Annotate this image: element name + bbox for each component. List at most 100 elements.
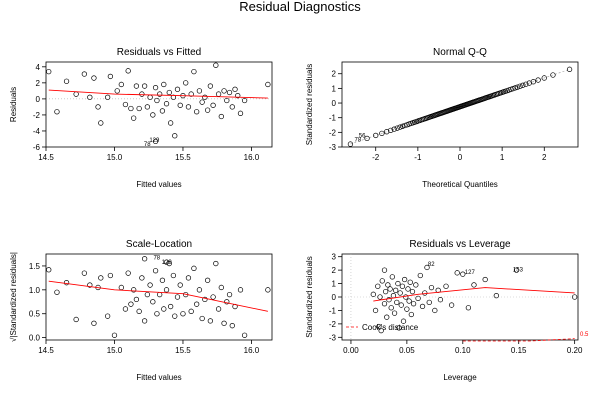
rvl-point <box>454 270 460 276</box>
rvl-point <box>432 307 438 314</box>
rvl-x-tick-label: 0.10 <box>455 346 471 355</box>
rvl-point-label: 82 <box>428 262 435 268</box>
rvl-point <box>443 283 449 289</box>
sl-point-label: 78 <box>153 255 160 261</box>
rvl-point <box>482 276 488 283</box>
rvf-point-label: 78 <box>144 142 151 148</box>
rvf-point <box>241 97 248 104</box>
qq-point <box>364 135 370 142</box>
rvl-x-axis-label: Leverage <box>443 373 477 382</box>
qq-y-tick-label: -1 <box>329 114 337 123</box>
rvl-point <box>393 287 399 293</box>
sl-point <box>157 291 163 298</box>
rvf-point <box>161 81 167 88</box>
rvf-point <box>235 93 241 99</box>
sl-point <box>224 299 230 305</box>
rvl-point <box>387 286 393 292</box>
rvf-point <box>202 94 208 100</box>
sl-point <box>207 318 214 324</box>
rvl-cooks-label: 0.5 <box>580 332 589 338</box>
sl-point <box>241 332 248 338</box>
rvf-point <box>221 88 227 94</box>
sl-point <box>91 320 97 326</box>
sl-point <box>136 308 142 314</box>
rvl-cooks-curve <box>462 338 575 342</box>
rvl-point <box>409 288 416 295</box>
rvf-point <box>226 89 233 96</box>
sl-point <box>218 284 224 291</box>
rvl-point <box>406 298 412 304</box>
rvf-point <box>215 91 222 97</box>
sl-point <box>210 294 216 300</box>
rvf-point <box>154 97 160 104</box>
sl-point <box>188 308 194 314</box>
sl-point <box>54 289 60 295</box>
rvf-title: Residuals vs Fitted <box>117 47 201 58</box>
sl-point <box>265 287 271 293</box>
rvf-point <box>150 112 156 118</box>
qq-point <box>523 81 529 87</box>
sl-point <box>172 313 178 319</box>
sl-point <box>147 282 153 288</box>
rvf-point <box>54 109 60 115</box>
qq-y-tick-label: 2 <box>332 70 337 79</box>
rvf-point <box>125 68 131 74</box>
sl-point <box>215 306 222 312</box>
rvf-point <box>98 120 104 126</box>
rvf-point <box>136 105 142 112</box>
sl-point <box>73 316 79 323</box>
sl-point <box>152 268 159 274</box>
rvf-y-axis-label: Residuals <box>9 87 18 122</box>
sl-point <box>170 272 177 279</box>
sl-x-tick-label: 16.0 <box>244 346 260 355</box>
sl-point <box>163 259 170 265</box>
qq-y-axis-label: Standardized residuals <box>305 64 314 145</box>
rvl-point <box>408 311 414 318</box>
rvl-point <box>448 302 455 308</box>
rvl-x-tick-label: 0.20 <box>567 346 583 355</box>
sl-point <box>226 291 233 298</box>
rvl-point <box>422 290 428 296</box>
rvl-point <box>399 283 406 289</box>
sl-point <box>237 287 244 293</box>
qq-x-tick-label: -1 <box>414 153 422 162</box>
qq-point <box>373 132 379 139</box>
rvf-point <box>172 133 178 139</box>
qq-point <box>391 126 397 132</box>
sl-x-axis-label: Fitted values <box>136 373 181 382</box>
sl-point <box>174 294 181 300</box>
rvf-point <box>174 86 181 92</box>
rvf-point <box>141 83 148 89</box>
rvl-point <box>377 294 383 300</box>
rvl-y-axis-label: Standardized residuals <box>305 256 314 337</box>
rvl-point <box>400 318 407 324</box>
qq-x-tick-label: -2 <box>372 153 380 162</box>
qq-point <box>550 72 556 78</box>
rvf-point <box>199 99 205 105</box>
sl-point <box>98 275 104 281</box>
sl-point <box>139 275 145 281</box>
rvl-y-tick-label: -2 <box>329 320 337 329</box>
rvl-point <box>419 303 426 310</box>
rvl-x-tick-label: 0.15 <box>511 346 527 355</box>
sl-point <box>131 287 137 293</box>
rvl-point <box>372 307 379 314</box>
rvf-x-axis-label: Fitted values <box>136 180 181 189</box>
sl-point <box>191 265 197 271</box>
sl-point <box>229 323 235 329</box>
rvf-point <box>131 115 137 121</box>
rvf-y-tick-label: -2 <box>33 111 41 120</box>
rvl-y-tick-label: -3 <box>329 333 337 342</box>
rvf-point <box>194 109 200 115</box>
rvf-point <box>81 71 88 77</box>
sl-smooth-line <box>48 280 268 312</box>
sl-point <box>163 287 170 293</box>
rvf-point <box>229 104 235 110</box>
qq-point <box>514 84 521 90</box>
qq-point <box>347 141 354 147</box>
rvl-point <box>405 286 411 292</box>
rvf-point <box>207 83 214 89</box>
rvf-point <box>166 89 172 96</box>
sl-y-tick-label: 0.5 <box>29 310 41 319</box>
rvl-point <box>513 267 520 273</box>
